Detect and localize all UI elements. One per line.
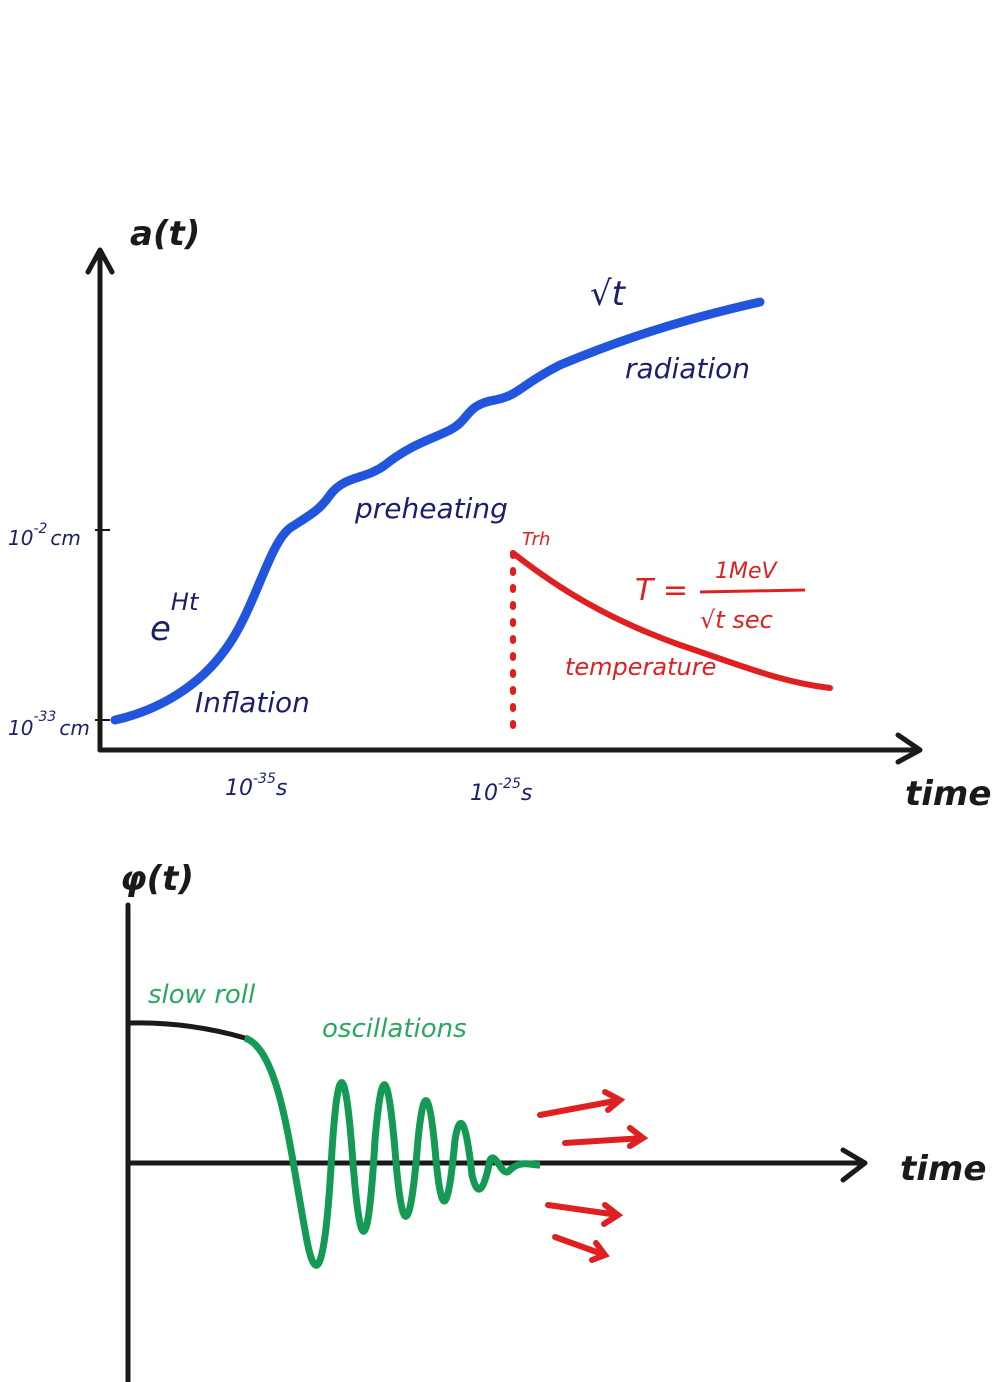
- particle-arrows: [537, 1089, 649, 1263]
- temperature-curve: [510, 550, 833, 691]
- oscillation-curve: [243, 1034, 541, 1269]
- preheating-label: preheating: [354, 492, 508, 525]
- x-axis: [97, 732, 923, 765]
- radiation-label: radiation: [625, 352, 750, 385]
- oscillations-label: oscillations: [322, 1014, 467, 1044]
- fraction-bar: [699, 588, 806, 594]
- y-axis-label: a(t): [130, 214, 200, 254]
- x-tick-label: 10-25s: [470, 776, 532, 806]
- slow-roll-label: slow roll: [148, 980, 256, 1010]
- x-tick-label: 10-35s: [225, 771, 287, 801]
- formula-numerator: 1MeV: [715, 559, 779, 584]
- exp-label: eHt: [150, 588, 200, 649]
- temperature-label: temperature: [565, 653, 716, 681]
- phi-axis-label: φ(t): [120, 859, 194, 899]
- y-tick-label: 10-2 cm: [8, 521, 81, 550]
- slow-roll-curve: [129, 1020, 246, 1041]
- t-rh-label: Trh: [522, 529, 550, 550]
- formula-lhs: T =: [635, 573, 688, 608]
- y-tick-marks: [95, 529, 110, 721]
- formula-denominator: √t sec: [700, 606, 773, 634]
- time-axis-label: time: [900, 1149, 986, 1189]
- y-tick-label: 10-33 cm: [8, 709, 90, 740]
- scale-factor-curve: [110, 297, 765, 725]
- x-axis-label: time: [905, 774, 991, 814]
- y-axis: [85, 247, 115, 753]
- inflation-label: Inflation: [195, 686, 310, 719]
- sqrt-t-label: √t: [590, 274, 627, 314]
